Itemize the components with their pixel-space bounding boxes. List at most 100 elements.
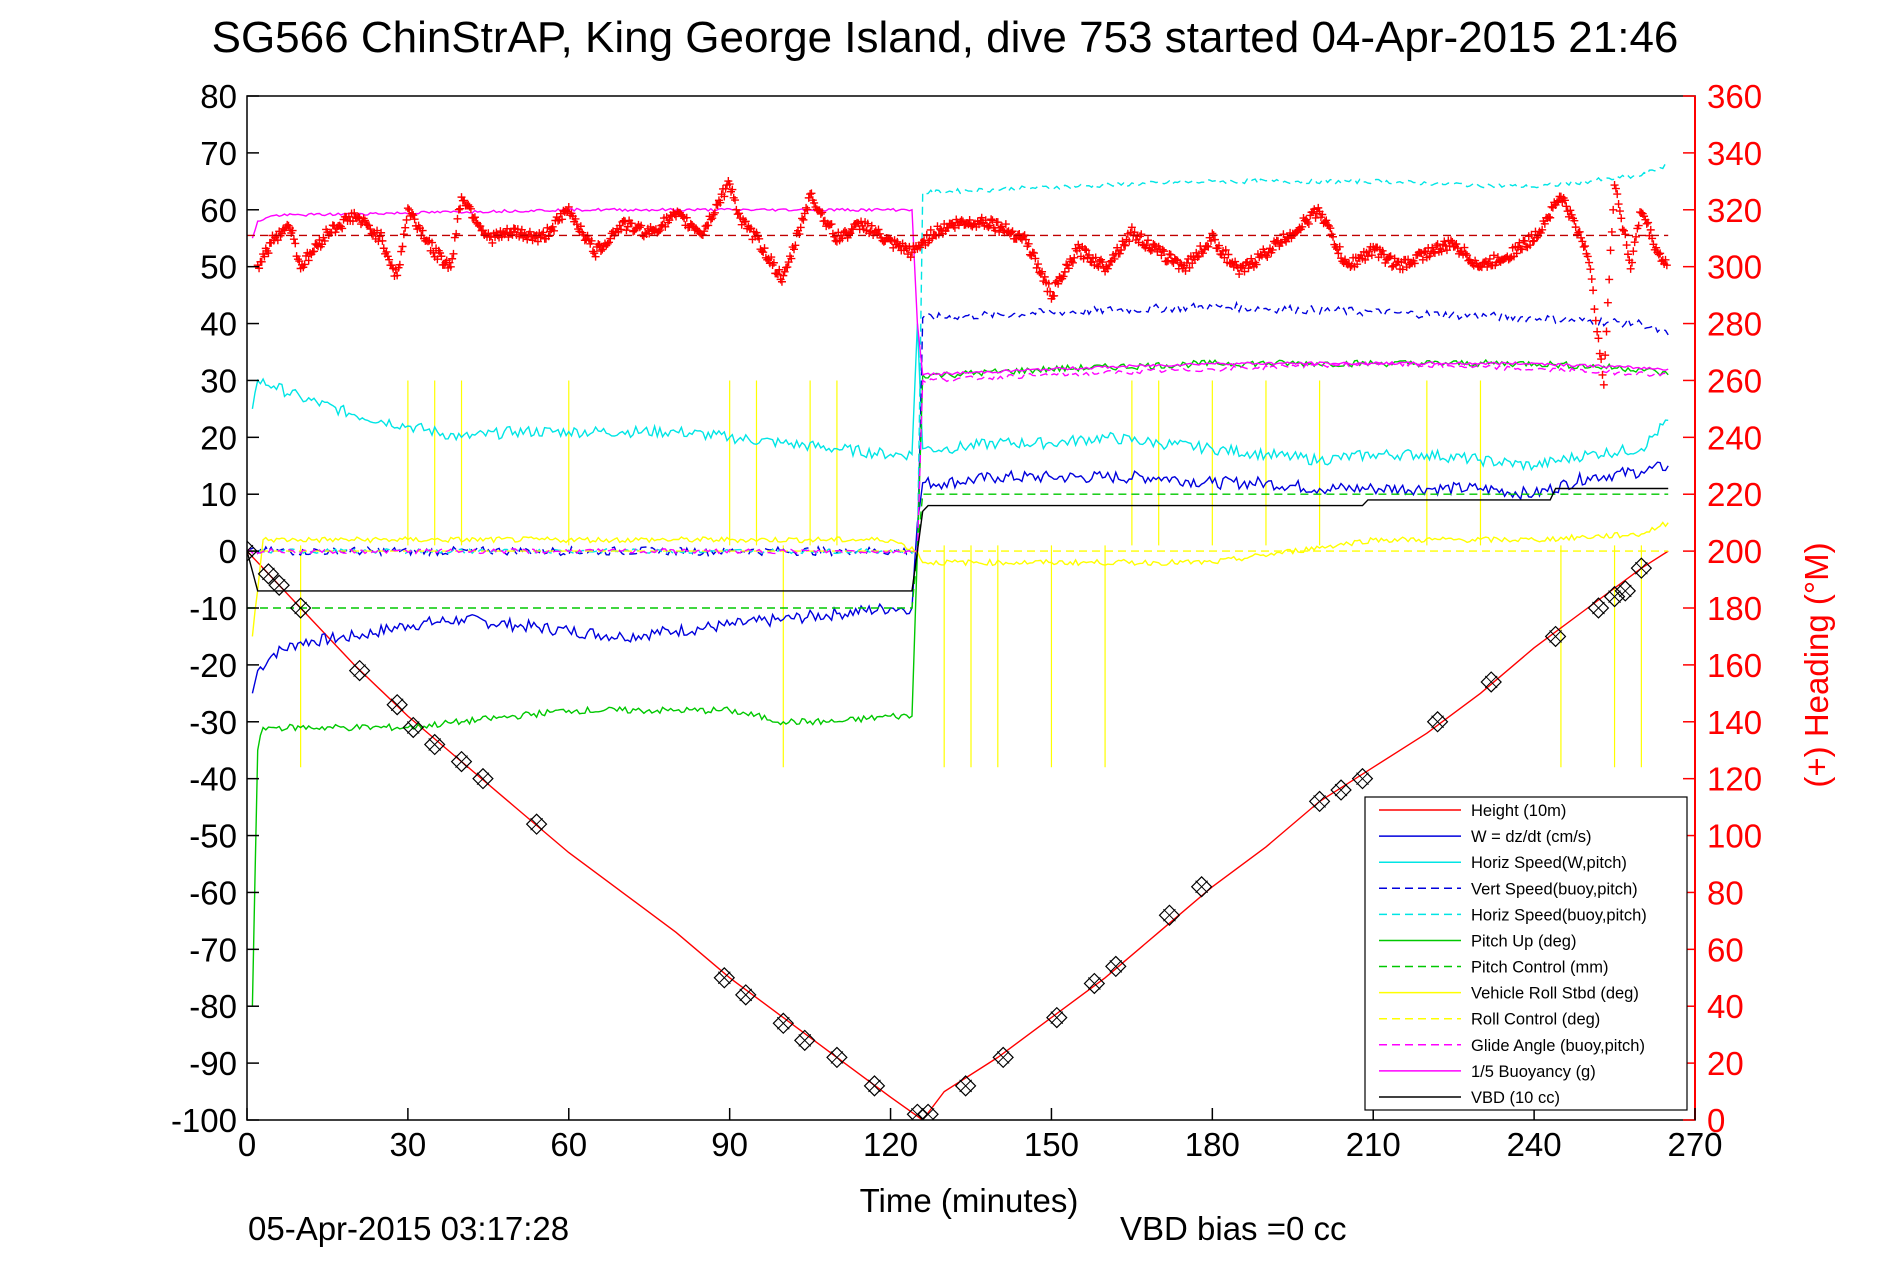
heading-marker xyxy=(433,255,442,264)
right-y-tick-label: 320 xyxy=(1707,192,1762,229)
footer-vbd-bias: VBD bias =0 cc xyxy=(1120,1210,1347,1247)
heading-marker xyxy=(504,233,513,242)
heading-marker xyxy=(700,227,709,236)
heading-marker xyxy=(790,245,799,254)
heading-marker xyxy=(1540,219,1549,228)
heading-marker xyxy=(373,226,382,235)
heading-marker xyxy=(818,208,827,217)
heading-marker xyxy=(397,247,406,256)
heading-marker xyxy=(1334,249,1343,258)
heading-marker xyxy=(1166,250,1175,259)
heading-marker xyxy=(710,208,719,217)
depth-marker-cross xyxy=(1313,795,1326,808)
heading-marker xyxy=(1021,235,1030,244)
heading-marker xyxy=(1268,245,1277,254)
heading-marker xyxy=(1080,245,1089,254)
heading-marker xyxy=(1012,234,1021,243)
right-y-tick-label: 200 xyxy=(1707,533,1762,570)
heading-marker xyxy=(1160,247,1169,256)
heading-marker xyxy=(354,212,363,221)
x-axis-label: Time (minutes) xyxy=(860,1182,1079,1219)
heading-marker xyxy=(385,255,394,264)
heading-marker xyxy=(1304,219,1313,228)
heading-marker xyxy=(1084,250,1093,259)
series-line-1-5-buoyancy-g xyxy=(251,207,1669,377)
heading-marker xyxy=(1623,250,1632,259)
depth-marker-cross xyxy=(776,1016,790,1030)
heading-marker xyxy=(1571,223,1580,232)
heading-marker xyxy=(807,189,816,198)
heading-marker xyxy=(760,244,769,253)
heading-marker xyxy=(544,232,553,241)
heading-marker xyxy=(1385,252,1394,261)
heading-marker xyxy=(588,247,597,256)
heading-marker xyxy=(587,236,596,245)
heading-marker xyxy=(1030,249,1039,258)
heading-marker xyxy=(1038,267,1047,276)
heading-marker xyxy=(1619,226,1628,235)
left-y-tick-label: 20 xyxy=(200,419,237,456)
heading-marker xyxy=(1520,236,1529,245)
heading-marker xyxy=(528,236,537,245)
heading-marker xyxy=(418,226,427,235)
x-tick-label: 150 xyxy=(1024,1126,1079,1163)
heading-marker xyxy=(865,229,874,238)
heading-marker xyxy=(1610,181,1619,190)
heading-marker xyxy=(1079,254,1088,263)
heading-marker xyxy=(773,270,782,279)
left-y-tick-label: -10 xyxy=(189,590,237,627)
heading-marker xyxy=(654,227,663,236)
heading-marker xyxy=(1125,237,1134,246)
left-y-tick-label: 60 xyxy=(200,192,237,229)
heading-marker xyxy=(1311,213,1320,222)
heading-marker xyxy=(1244,264,1253,273)
heading-marker xyxy=(1353,260,1362,269)
heading-marker xyxy=(802,203,811,212)
heading-marker xyxy=(803,205,812,214)
heading-marker xyxy=(1303,218,1312,227)
heading-marker xyxy=(509,224,518,233)
heading-marker xyxy=(1007,228,1016,237)
heading-marker xyxy=(844,230,853,239)
depth-marker-cross xyxy=(476,772,490,786)
heading-marker xyxy=(1505,254,1514,263)
heading-marker xyxy=(554,216,563,225)
left-y-tick-label: -40 xyxy=(189,761,237,798)
heading-marker xyxy=(1601,351,1610,360)
heading-marker xyxy=(1378,246,1387,255)
heading-marker xyxy=(1437,247,1446,256)
heading-marker xyxy=(1547,202,1556,211)
heading-marker xyxy=(926,225,935,234)
heading-marker xyxy=(1034,260,1043,269)
heading-marker xyxy=(991,226,1000,235)
heading-marker xyxy=(1215,241,1224,250)
legend-label: Vert Speed(buoy,pitch) xyxy=(1471,880,1638,898)
heading-marker xyxy=(398,242,407,251)
heading-marker xyxy=(874,225,883,234)
heading-marker xyxy=(1224,250,1233,259)
heading-marker xyxy=(1581,242,1590,251)
depth-marker-cross xyxy=(1109,960,1123,973)
heading-marker xyxy=(1578,237,1587,246)
heading-marker xyxy=(1363,252,1372,261)
heading-marker xyxy=(466,204,475,213)
heading-marker xyxy=(1644,218,1653,227)
heading-marker xyxy=(867,221,876,230)
heading-marker xyxy=(260,252,269,261)
heading-marker xyxy=(360,216,369,225)
heading-marker xyxy=(1442,246,1451,255)
heading-marker xyxy=(403,204,412,213)
heading-marker xyxy=(402,215,411,224)
footer-timestamp: 05-Apr-2015 03:17:28 xyxy=(248,1210,569,1247)
depth-marker-cross xyxy=(798,1034,812,1047)
legend-label: Horiz Speed(buoy,pitch) xyxy=(1471,906,1647,924)
heading-marker xyxy=(1627,258,1636,267)
heading-marker xyxy=(576,222,585,231)
heading-marker xyxy=(1554,196,1563,205)
heading-marker xyxy=(1252,260,1261,269)
heading-marker xyxy=(706,215,715,224)
right-y-tick-label: 260 xyxy=(1707,362,1762,399)
right-y-tick-label: 220 xyxy=(1707,476,1762,513)
heading-marker xyxy=(1606,246,1615,255)
